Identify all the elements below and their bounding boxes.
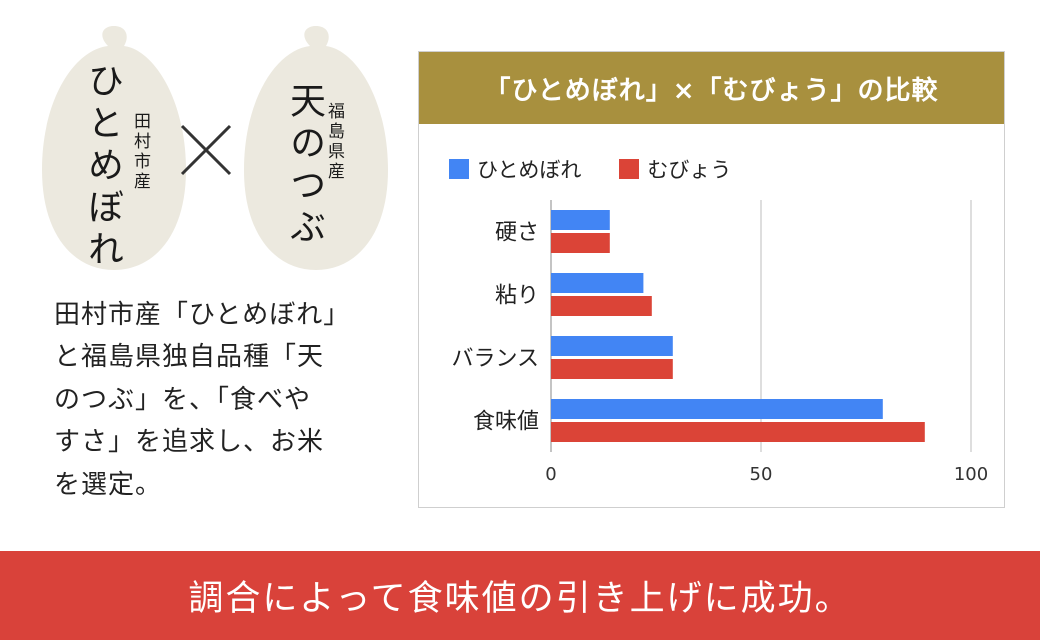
category-label: 食味値 [473,410,539,435]
chart-panel: 「ひとめぼれ」×「むびょう」の比較 ひとめぼれ むびょう 0 50 100 硬さ粘りバ… [418,51,1005,508]
legend-item-hitomebore: ひとめぼれ [449,154,581,184]
grain-shape-hitomebore [42,26,186,270]
grain-shape-tennotsubu [244,26,388,270]
bar [551,422,925,442]
bar [551,210,610,230]
legend-label: ひとめぼれ [477,158,582,182]
bar [551,273,644,293]
legend-swatch-red [619,159,640,179]
description-line: を選定。 [54,469,163,500]
times-icon [180,124,232,176]
description-line: と福島県独自品種「天 [54,342,325,373]
bottom-banner: 調合によって食味値の引き上げに成功。 [0,551,1040,640]
legend-swatch-blue [449,159,469,179]
bar [551,296,652,316]
x-tick-label: 0 [545,464,556,485]
grain-right-name: 天のつぶ [284,82,325,250]
bar [551,336,673,356]
description-line: のつぶ」を、「食べや [54,384,312,415]
grain-right-origin: 福島県産 [324,102,344,182]
description: 田村市産「ひとめぼれ」 と福島県独自品種「天 のつぶ」を、「食べや すさ」を追求… [54,294,384,506]
chart-legend: ひとめぼれ むびょう [449,154,731,184]
x-tick-label: 50 [750,464,773,485]
legend-label: むびょう [647,158,732,182]
category-label: 硬さ [495,221,539,246]
bar [551,399,883,419]
grain-left-name: ひとめぼれ [82,62,123,272]
description-line: 田村市産「ひとめぼれ」 [54,300,351,330]
legend-item-mubyou: むびょう [619,154,731,184]
grain-left-origin: 田村市産 [130,112,150,192]
category-label: 粘り [495,284,539,309]
bar [551,359,673,379]
category-label: バランス [451,347,539,372]
description-line: すさ」を追求し、お米 [54,427,325,458]
banner-text: 調合によって食味値の引き上げに成功。 [188,579,852,619]
x-tick-label: 100 [954,464,988,485]
chart-title: 「ひとめぼれ」×「むびょう」の比較 [419,52,1004,124]
bar [551,233,610,253]
